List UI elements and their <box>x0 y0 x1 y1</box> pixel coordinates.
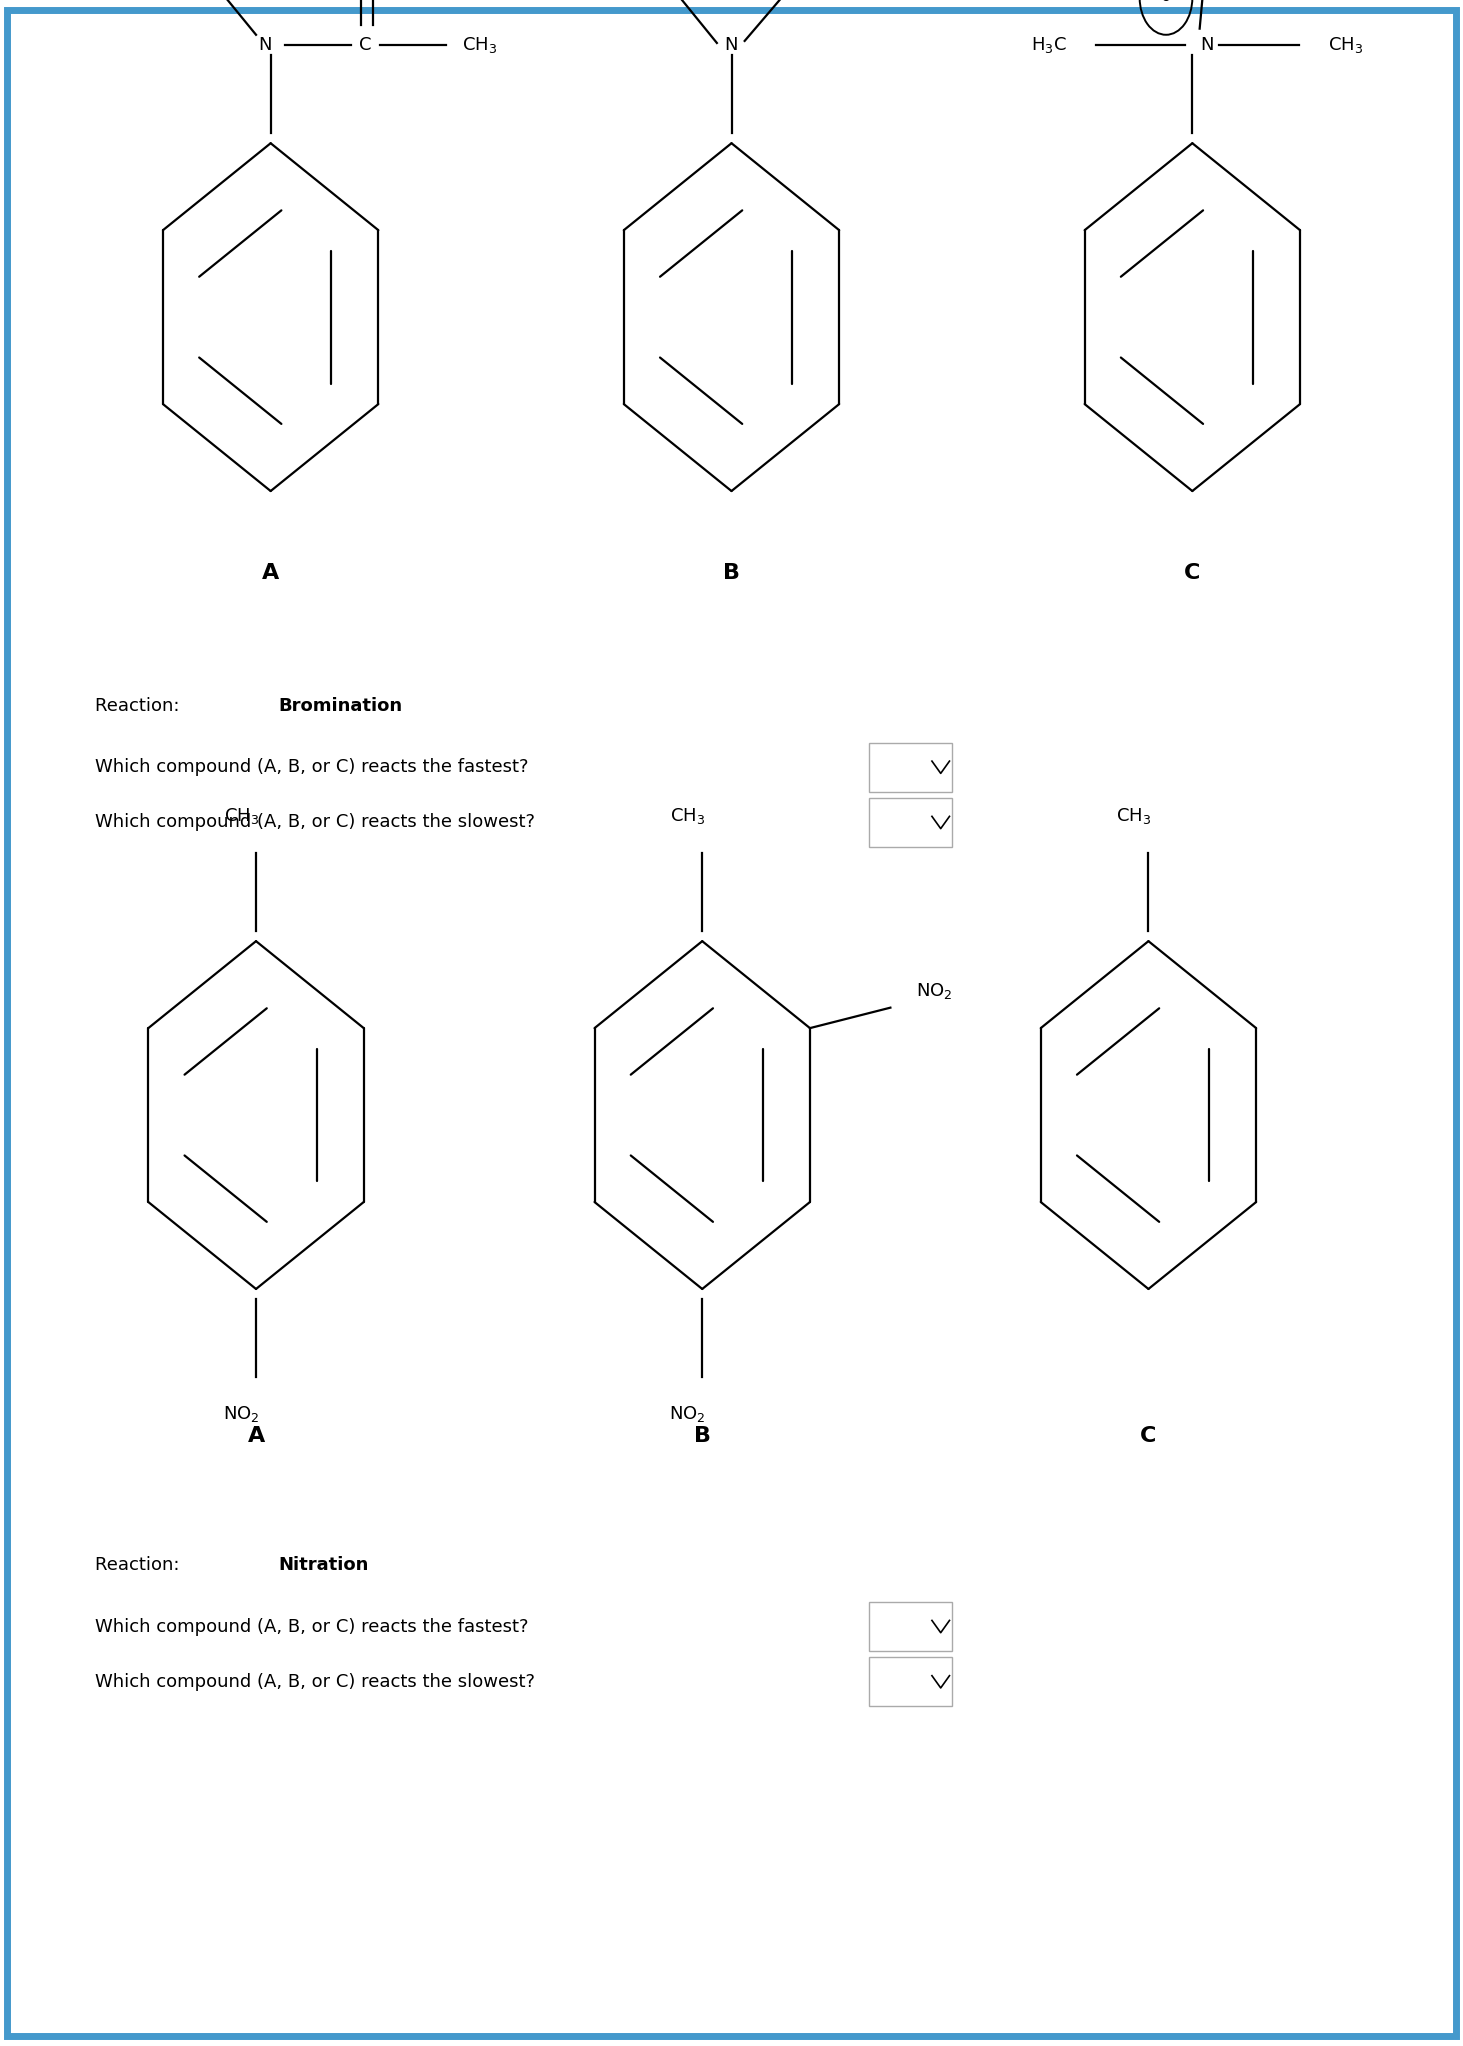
Text: C: C <box>360 37 372 53</box>
Text: $\oplus$: $\oplus$ <box>1160 0 1172 4</box>
Text: NO$_2$: NO$_2$ <box>670 1404 705 1424</box>
Text: CH$_3$: CH$_3$ <box>670 806 705 827</box>
FancyBboxPatch shape <box>869 798 952 847</box>
Text: NO$_2$: NO$_2$ <box>916 982 952 1000</box>
FancyBboxPatch shape <box>869 1602 952 1651</box>
FancyBboxPatch shape <box>869 1657 952 1706</box>
Text: Which compound (A, B, or C) reacts the slowest?: Which compound (A, B, or C) reacts the s… <box>95 1674 535 1690</box>
Text: Which compound (A, B, or C) reacts the slowest?: Which compound (A, B, or C) reacts the s… <box>95 814 535 831</box>
Text: B: B <box>693 1426 711 1447</box>
Text: A: A <box>262 563 279 583</box>
Text: Reaction:: Reaction: <box>95 698 186 714</box>
Text: H$_3$C: H$_3$C <box>1031 35 1067 55</box>
Text: CH$_3$: CH$_3$ <box>224 806 259 827</box>
Text: B: B <box>723 563 740 583</box>
Text: NO$_2$: NO$_2$ <box>224 1404 259 1424</box>
Text: N: N <box>1200 37 1214 53</box>
Text: N: N <box>724 37 739 53</box>
Text: Which compound (A, B, or C) reacts the fastest?: Which compound (A, B, or C) reacts the f… <box>95 759 528 775</box>
FancyBboxPatch shape <box>869 743 952 792</box>
Text: CH$_3$: CH$_3$ <box>462 35 497 55</box>
Text: CH$_3$: CH$_3$ <box>1116 806 1151 827</box>
Text: Which compound (A, B, or C) reacts the fastest?: Which compound (A, B, or C) reacts the f… <box>95 1618 528 1635</box>
Text: Bromination: Bromination <box>278 698 402 714</box>
Text: C: C <box>1184 563 1201 583</box>
Text: A: A <box>247 1426 265 1447</box>
Text: N: N <box>257 37 272 53</box>
Text: C: C <box>1140 1426 1157 1447</box>
Text: Nitration: Nitration <box>278 1557 369 1573</box>
Text: CH$_3$: CH$_3$ <box>1328 35 1364 55</box>
Text: Reaction:: Reaction: <box>95 1557 186 1573</box>
